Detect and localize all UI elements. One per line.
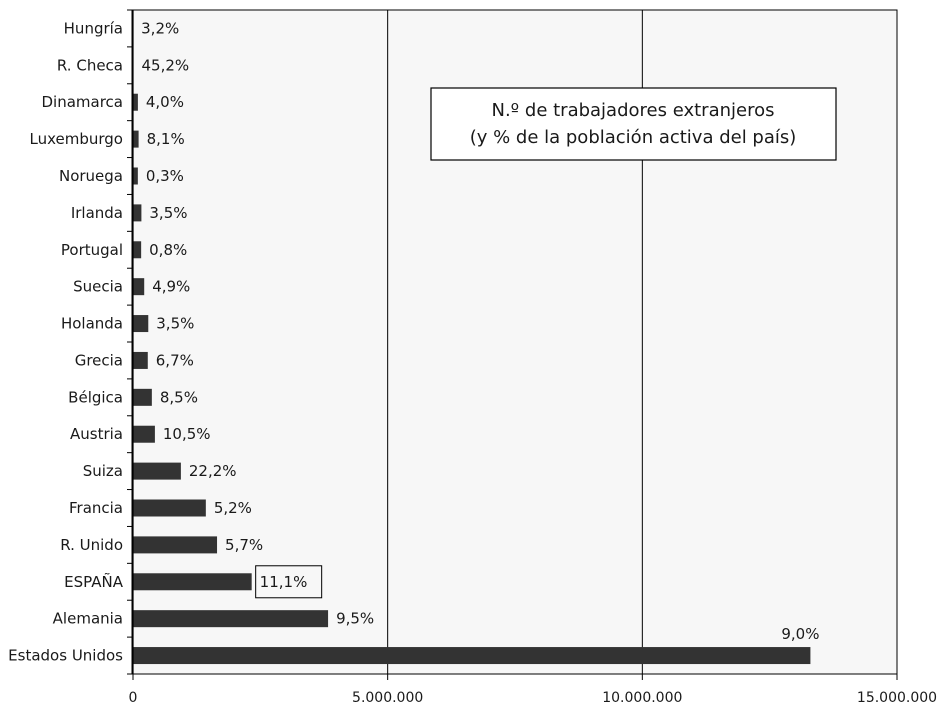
category-label-7: Suecia xyxy=(73,278,123,296)
bar-5 xyxy=(133,204,142,222)
category-label-0: Hungría xyxy=(64,19,123,37)
data-label-1: 45,2% xyxy=(142,56,190,74)
bar-15 xyxy=(133,573,252,591)
data-label-4: 0,3% xyxy=(146,167,184,185)
bar-4 xyxy=(133,167,138,185)
category-label-11: Austria xyxy=(70,425,123,443)
bar-11 xyxy=(133,425,155,443)
data-label-10: 8,5% xyxy=(160,388,198,406)
category-label-15: ESPAÑA xyxy=(64,572,124,591)
highlight-box xyxy=(255,565,323,599)
data-label-13: 5,2% xyxy=(214,499,252,517)
bar-10 xyxy=(133,388,152,406)
bar-6 xyxy=(133,241,142,259)
bar-2 xyxy=(133,93,138,111)
data-label-5: 3,5% xyxy=(149,204,187,222)
data-label-14: 5,7% xyxy=(225,536,263,554)
data-label-12: 22,2% xyxy=(189,462,237,480)
data-label-3: 8,1% xyxy=(147,130,185,148)
bar-17 xyxy=(133,647,811,665)
data-label-0: 3,2% xyxy=(141,19,179,37)
category-label-12: Suiza xyxy=(83,462,123,480)
x-tick-label-3: 15.000.000 xyxy=(857,690,937,706)
bar-8 xyxy=(133,315,149,333)
x-tick-label-0: 0 xyxy=(129,690,138,706)
category-label-5: Irlanda xyxy=(71,204,123,222)
category-label-2: Dinamarca xyxy=(42,93,124,111)
category-label-16: Alemania xyxy=(53,610,123,628)
legend-box: N.º de trabajadores extranjeros (y % de … xyxy=(430,87,837,161)
data-label-7: 4,9% xyxy=(152,278,190,296)
category-label-1: R. Checa xyxy=(57,56,123,74)
category-label-10: Bélgica xyxy=(68,388,123,406)
bar-7 xyxy=(133,278,145,296)
data-label-8: 3,5% xyxy=(156,315,194,333)
data-label-16: 9,5% xyxy=(336,610,374,628)
category-label-8: Holanda xyxy=(61,315,123,333)
bar-16 xyxy=(133,610,329,628)
category-label-6: Portugal xyxy=(61,241,123,259)
category-label-14: R. Unido xyxy=(60,536,123,554)
category-label-4: Noruega xyxy=(59,167,123,185)
data-label-11: 10,5% xyxy=(163,425,211,443)
bar-9 xyxy=(133,351,148,369)
category-label-9: Grecia xyxy=(75,351,123,369)
category-label-17: Estados Unidos xyxy=(8,647,123,665)
data-label-2: 4,0% xyxy=(146,93,184,111)
bar-14 xyxy=(133,536,218,554)
x-tick-label-2: 10.000.000 xyxy=(602,690,682,706)
bar-3 xyxy=(133,130,139,148)
data-label-15: 11,1% xyxy=(260,573,308,591)
data-label-9: 6,7% xyxy=(156,351,194,369)
bar-13 xyxy=(133,499,206,517)
data-label-6: 0,8% xyxy=(149,241,187,259)
x-tick-label-1: 5.000.000 xyxy=(352,690,423,706)
data-label-17: 9,0% xyxy=(781,625,819,643)
legend-line-1: N.º de trabajadores extranjeros xyxy=(492,100,775,121)
legend-line-2: (y % de la población activa del país) xyxy=(470,127,797,148)
category-label-13: Francia xyxy=(69,499,123,517)
category-label-3: Luxemburgo xyxy=(30,130,124,148)
bar-12 xyxy=(133,462,181,480)
